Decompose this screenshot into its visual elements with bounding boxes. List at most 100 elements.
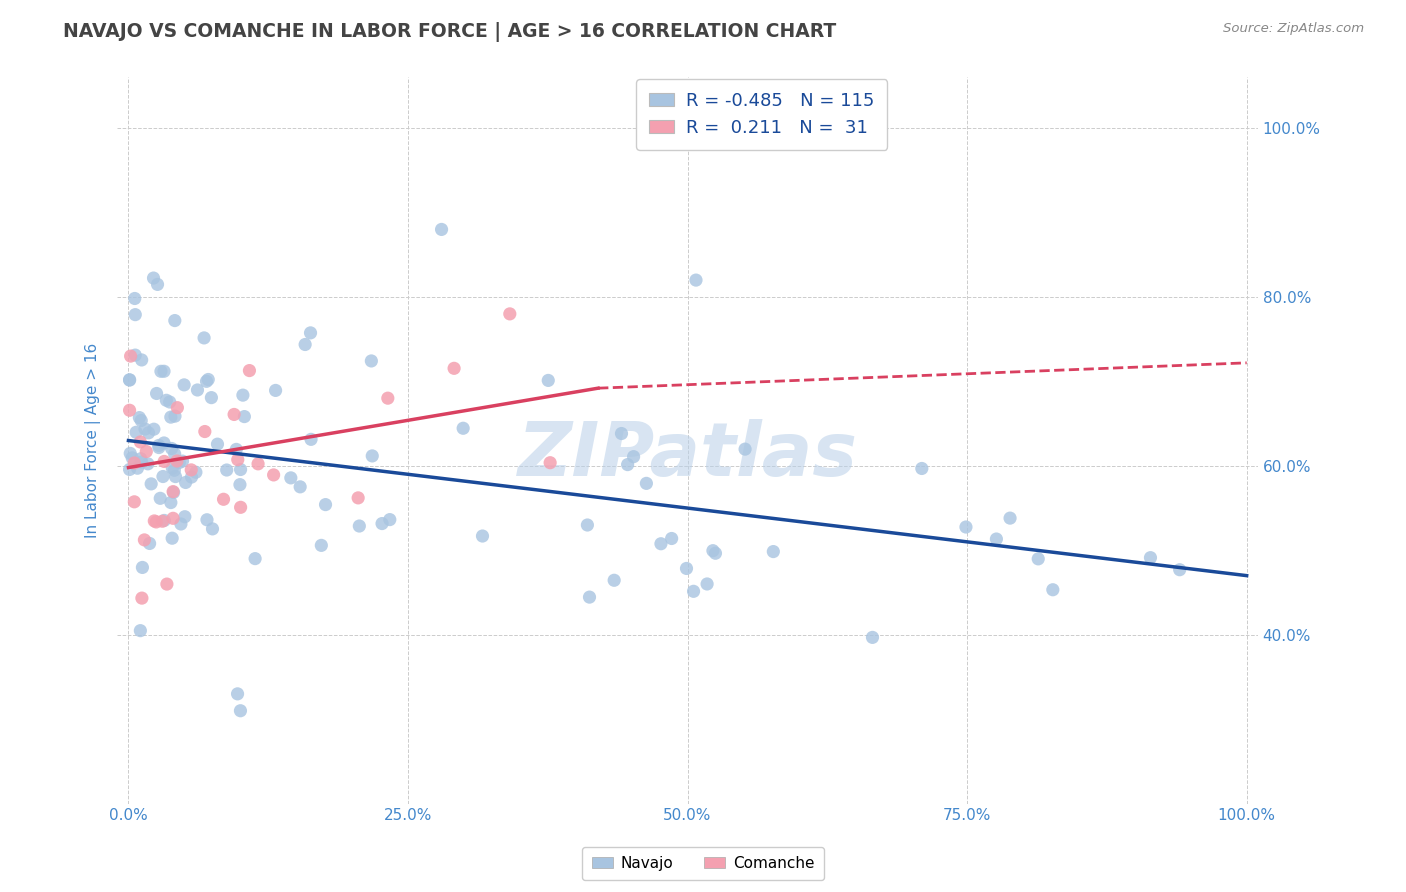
- Point: [263, 467, 285, 482]
- Point: [537, 373, 560, 387]
- Point: [124, 456, 146, 470]
- Point: [229, 500, 252, 515]
- Point: [169, 456, 191, 470]
- Point: [675, 561, 697, 575]
- Point: [118, 403, 141, 417]
- Point: [120, 349, 142, 363]
- Point: [200, 391, 222, 405]
- Point: [170, 516, 193, 531]
- Point: [131, 455, 153, 469]
- Point: [1139, 550, 1161, 565]
- Point: [155, 393, 177, 408]
- Point: [136, 457, 159, 471]
- Point: [280, 471, 302, 485]
- Point: [610, 426, 633, 441]
- Point: [360, 354, 382, 368]
- Point: [578, 590, 600, 604]
- Point: [153, 513, 176, 527]
- Point: [148, 438, 170, 452]
- Point: [998, 511, 1021, 525]
- Point: [159, 395, 181, 409]
- Point: [696, 577, 718, 591]
- Point: [955, 520, 977, 534]
- Point: [149, 364, 172, 378]
- Point: [153, 454, 176, 468]
- Point: [163, 447, 186, 461]
- Point: [576, 518, 599, 533]
- Point: [121, 450, 143, 465]
- Point: [986, 532, 1008, 546]
- Point: [160, 531, 183, 545]
- Point: [163, 409, 186, 424]
- Point: [120, 446, 142, 460]
- Point: [299, 326, 322, 340]
- Point: [131, 591, 153, 606]
- Point: [636, 476, 658, 491]
- Point: [226, 687, 249, 701]
- Point: [129, 434, 152, 449]
- Point: [299, 433, 322, 447]
- Point: [166, 454, 188, 468]
- Point: [172, 454, 194, 468]
- Point: [138, 536, 160, 550]
- Point: [371, 516, 394, 531]
- Point: [124, 495, 146, 509]
- Legend: Navajo, Comanche: Navajo, Comanche: [582, 847, 824, 880]
- Point: [141, 476, 163, 491]
- Point: [180, 470, 202, 484]
- Point: [160, 442, 183, 456]
- Point: [538, 456, 561, 470]
- Point: [685, 273, 707, 287]
- Point: [153, 436, 176, 450]
- Point: [215, 463, 238, 477]
- Point: [315, 498, 337, 512]
- Point: [233, 409, 256, 424]
- Point: [197, 372, 219, 386]
- Point: [443, 361, 465, 376]
- Point: [129, 413, 152, 427]
- Point: [152, 514, 174, 528]
- Point: [212, 492, 235, 507]
- Point: [124, 308, 146, 322]
- Point: [616, 458, 638, 472]
- Point: [911, 461, 934, 475]
- Point: [124, 292, 146, 306]
- Point: [153, 364, 176, 378]
- Point: [247, 457, 270, 471]
- Point: [162, 461, 184, 475]
- Point: [361, 449, 384, 463]
- Point: [195, 374, 218, 388]
- Point: [862, 631, 884, 645]
- Point: [129, 451, 152, 466]
- Text: NAVAJO VS COMANCHE IN LABOR FORCE | AGE > 16 CORRELATION CHART: NAVAJO VS COMANCHE IN LABOR FORCE | AGE …: [63, 22, 837, 42]
- Point: [162, 485, 184, 500]
- Point: [294, 337, 316, 351]
- Point: [207, 437, 229, 451]
- Text: ZIPatlas: ZIPatlas: [517, 418, 858, 491]
- Point: [243, 551, 266, 566]
- Point: [127, 461, 149, 475]
- Point: [451, 421, 474, 435]
- Point: [152, 469, 174, 483]
- Point: [142, 422, 165, 436]
- Point: [224, 408, 246, 422]
- Point: [184, 465, 207, 479]
- Point: [201, 522, 224, 536]
- Point: [229, 704, 252, 718]
- Point: [186, 383, 208, 397]
- Point: [704, 546, 727, 560]
- Point: [135, 444, 157, 458]
- Point: [165, 469, 187, 483]
- Point: [195, 513, 218, 527]
- Point: [347, 491, 370, 505]
- Point: [226, 452, 249, 467]
- Point: [288, 480, 311, 494]
- Point: [471, 529, 494, 543]
- Point: [377, 391, 399, 405]
- Point: [194, 425, 217, 439]
- Point: [131, 353, 153, 368]
- Point: [159, 410, 181, 425]
- Point: [118, 373, 141, 387]
- Point: [1168, 563, 1191, 577]
- Point: [160, 495, 183, 509]
